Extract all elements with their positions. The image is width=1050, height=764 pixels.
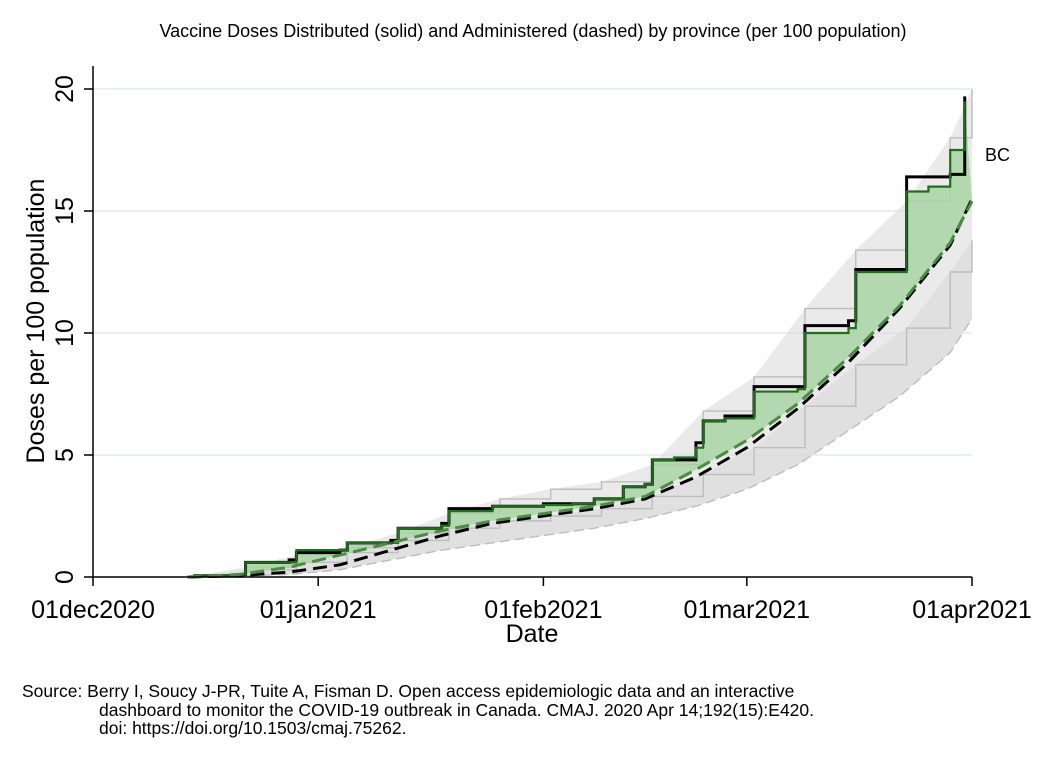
province-line-c <box>187 317 973 578</box>
x-tick-label-01feb2021: 01feb2021 <box>484 596 602 624</box>
axes <box>92 66 972 578</box>
bc-administered-line <box>187 200 974 579</box>
series-label-bc: BC <box>985 145 1010 165</box>
y-tick-label-20: 20 <box>51 75 79 103</box>
bc-distributed-line <box>187 101 966 579</box>
x-tick-label-01mar2021: 01mar2021 <box>684 596 810 624</box>
y-axis-ticks: 0 5 10 15 20 <box>51 75 93 584</box>
province-band-b <box>187 240 973 577</box>
source-line-2: dashboard to monitor the COVID-19 outbre… <box>99 699 815 720</box>
x-tick-label-01apr2021: 01apr2021 <box>912 596 1032 624</box>
y-axis-title: Doses per 100 population <box>22 179 50 464</box>
y-tick-label-10: 10 <box>51 319 79 347</box>
canada-administered-line <box>187 198 974 579</box>
series-lines <box>187 96 974 579</box>
bc-band <box>187 101 973 577</box>
y-tick-label-5: 5 <box>51 448 79 462</box>
x-axis-ticks: 01dec2020 01jan2021 01feb2021 01mar2021 01ap… <box>31 577 1032 624</box>
y-tick-label-0: 0 <box>51 570 79 584</box>
source-line-1: Source: Berry I, Soucy J-PR, Tuite A, Fi… <box>22 681 795 701</box>
x-tick-label-01dec2020: 01dec2020 <box>31 596 155 624</box>
y-tick-label-15: 15 <box>51 197 79 225</box>
source-line-3: doi: https://doi.org/10.1503/cmaj.75262. <box>99 718 407 738</box>
chart-title: Vaccine Doses Distributed (solid) and Ad… <box>159 21 906 41</box>
x-tick-label-01jan2021: 01jan2021 <box>260 596 377 624</box>
source-note: Source: Berry I, Soucy J-PR, Tuite A, Fi… <box>22 682 1032 738</box>
x-axis-title: Date <box>506 620 559 648</box>
